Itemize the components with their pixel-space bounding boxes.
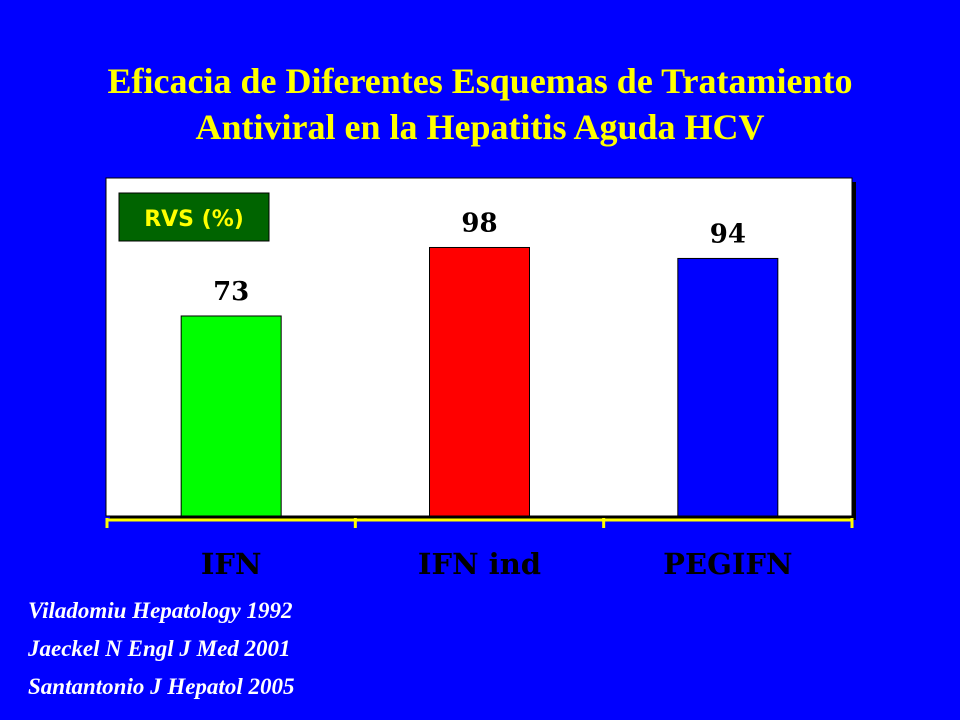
- bar-ifn-ind: [429, 246, 530, 517]
- slide-title: Eficacia de Diferentes Esquemas de Trata…: [0, 58, 960, 150]
- data-label-ifn-ind: 98: [461, 208, 497, 238]
- slide-title-line-2: Antiviral en la Hepatitis Aguda HCV: [195, 107, 765, 147]
- y-axis-label-box: RVS (%): [118, 192, 270, 242]
- reference-2: Jaeckel N Engl J Med 2001: [28, 636, 291, 661]
- x-tick-label-pegifn: PEGIFN: [663, 547, 792, 581]
- bar-pegifn: [677, 257, 779, 517]
- reference-1: Viladomiu Hepatology 1992: [28, 598, 293, 623]
- y-axis-label: RVS (%): [144, 207, 244, 232]
- bars-layer: 73 98 94: [180, 208, 779, 517]
- slide-title-line-1: Eficacia de Diferentes Esquemas de Trata…: [107, 61, 853, 101]
- x-axis: IFN IFN ind PEGIFN: [105, 518, 854, 581]
- x-tick-label-ifn-ind: IFN ind: [418, 547, 541, 581]
- references: Viladomiu Hepatology 1992 Jaeckel N Engl…: [28, 592, 294, 706]
- data-label-ifn: 73: [213, 277, 249, 307]
- x-tick-label-ifn: IFN: [201, 547, 262, 581]
- reference-3: Santantonio J Hepatol 2005: [28, 674, 295, 699]
- data-label-pegifn: 94: [710, 219, 746, 249]
- bar-ifn: [180, 315, 282, 517]
- y-axis-label-background: [118, 192, 270, 242]
